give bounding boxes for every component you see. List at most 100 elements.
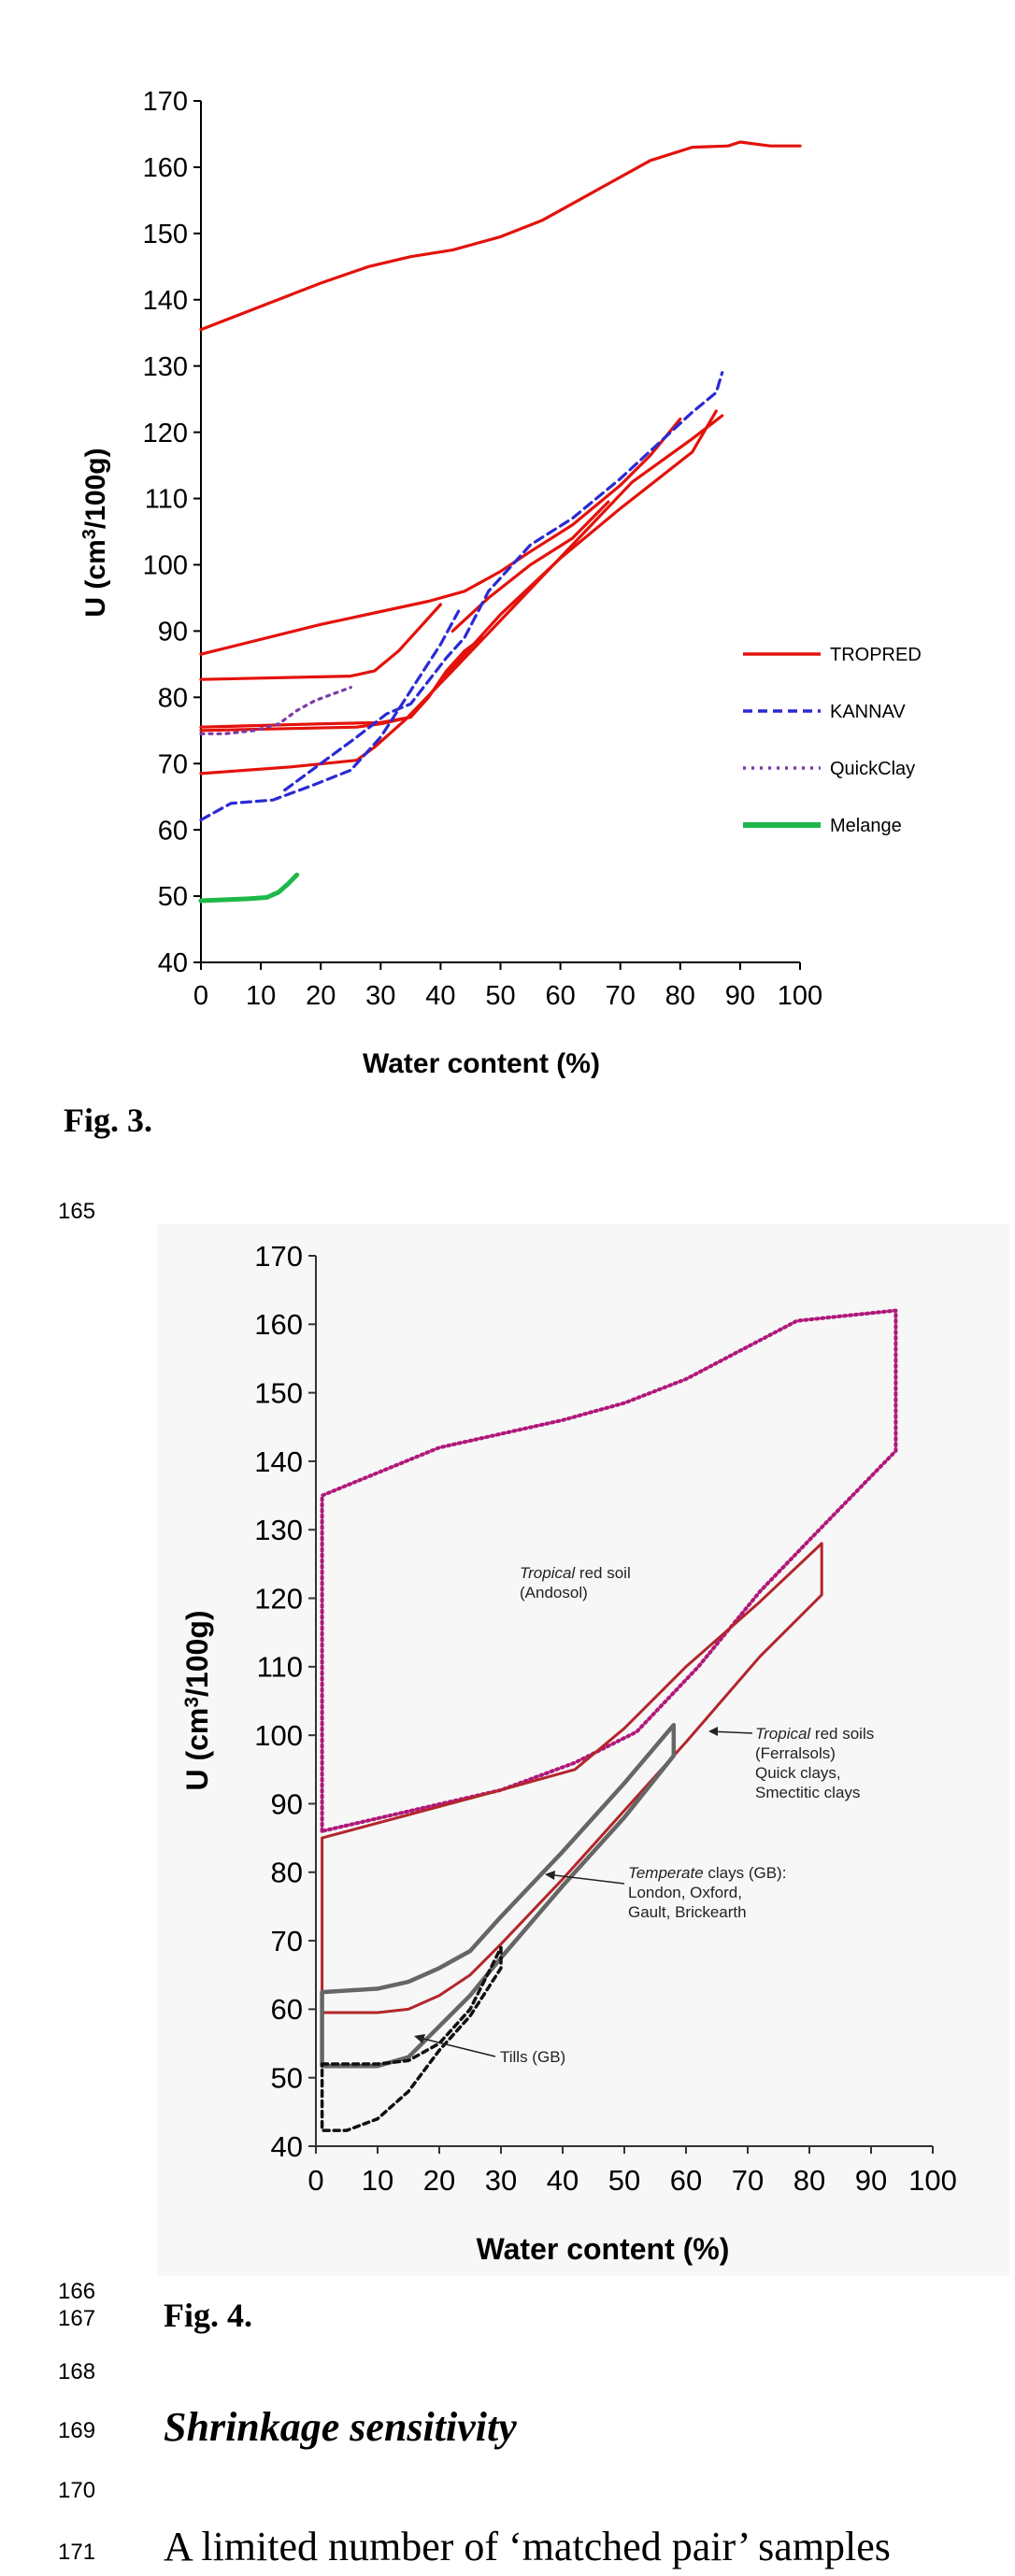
fig3-series-tropred-line [199, 417, 682, 656]
fig3-y-tick-label: 70 [158, 749, 188, 779]
fig3-x-tick-label: 50 [485, 981, 515, 1011]
fig4-y-tick-label: 170 [254, 1240, 303, 1273]
fig4-y-tick-label: 70 [271, 1925, 303, 1957]
line-number-171: 171 [58, 2540, 96, 2565]
fig3-axes: 40 50 60 70 80 90 100 110 120 130 140 150 160 170 0 10… [143, 87, 823, 1011]
fig3-legend-label-kannav: KANNAV [830, 702, 906, 722]
fig4-x-tick-label: 90 [855, 2164, 887, 2197]
fig3-legend-label-tropred: TROPRED [830, 645, 922, 665]
fig3-series-kannav-line [199, 609, 461, 822]
fig3-x-tick-label: 30 [365, 981, 395, 1011]
fig3-x-tick-label: 70 [606, 981, 636, 1011]
fig4-y-tick-label: 80 [271, 1857, 303, 1889]
fig4-axes: 40 50 60 70 80 90 100 110 120 130 140 150 160 170 0 10… [254, 1240, 957, 2197]
fig3-series-melange-line [198, 872, 300, 904]
line-number-170: 170 [58, 2478, 96, 2503]
fig3-legend: TROPRED KANNAV QuickClay Melange [743, 645, 922, 836]
fig3-series-kannav-line [283, 371, 724, 792]
fig4-annotation-tills: Tills (GB) [500, 2048, 565, 2066]
fig4-annotation-andosol: Tropical red soil (Andosol) [520, 1564, 635, 1601]
fig4-y-tick-label: 160 [254, 1308, 303, 1341]
fig3-y-axis-label: U (cm3/100g) [79, 448, 111, 617]
fig4-x-tick-label: 0 [307, 2164, 323, 2197]
fig4-arrow-temperate [546, 1873, 625, 1885]
fig3-series-tropred-line [199, 140, 802, 332]
fig3-series-quickclay-line [199, 686, 352, 735]
fig3-x-tick-label: 10 [246, 981, 276, 1011]
fig3-y-tick-label: 100 [143, 551, 188, 581]
fig4-x-tick-label: 30 [485, 2164, 517, 2197]
fig3-y-tick-label: 120 [143, 419, 188, 448]
section-heading: Shrinkage sensitivity [164, 2404, 517, 2450]
fig3-y-tick-label: 110 [145, 485, 188, 515]
fig3-x-tick-label: 80 [665, 981, 695, 1011]
fig3-caption: Fig. 3. [64, 1102, 152, 1139]
fig3-x-tick-label: 0 [193, 981, 208, 1011]
fig4-y-tick-label: 150 [254, 1376, 303, 1409]
fig3-y-tick-label: 60 [158, 816, 188, 846]
fig3-series-tropred-line [450, 500, 610, 633]
fig4-envelope-tropical-andosol [320, 1308, 898, 1833]
fig3-legend-label-melange: Melange [830, 816, 902, 836]
fig3-legend-label-quickclay: QuickClay [830, 759, 915, 779]
fig3-x-tick-label: 20 [306, 981, 336, 1011]
fig4-y-axis-label: U (cm3/100g) [180, 1610, 214, 1790]
fig4-caption: Fig. 4. [164, 2297, 252, 2334]
fig4-arrowhead-ferralsols [708, 1727, 718, 1736]
fig4-arrowhead-temperate [545, 1871, 555, 1880]
fig4-annotation-ferralsols: Tropical red soils (Ferralsols) Quick cl… [755, 1725, 879, 1801]
line-number-166: 166 [58, 2279, 96, 2304]
fig4-x-tick-label: 60 [670, 2164, 702, 2197]
fig3-series-tropred-line [199, 409, 718, 733]
figure-3-chart: 40 50 60 70 80 90 100 110 120 130 140 150 160 170 0 10… [79, 87, 922, 1079]
fig3-x-axis-label: Water content (%) [363, 1048, 600, 1079]
fig4-y-tick-label: 110 [257, 1651, 303, 1684]
fig4-y-tick-label: 120 [254, 1582, 303, 1615]
fig4-y-tick-label: 60 [271, 1993, 303, 2026]
body-text-line: A limited number of ‘matched pair’ sampl… [164, 2524, 891, 2569]
fig4-envelope-tills [320, 1945, 503, 2132]
figure-4-panel [157, 1224, 1009, 2276]
fig3-y-tick-label: 40 [158, 948, 188, 978]
fig3-y-tick-label: 130 [143, 352, 188, 382]
line-number-167: 167 [58, 2306, 96, 2331]
fig4-envelope-tropical-ferralsols [321, 1542, 823, 2014]
fig3-x-tick-label: 40 [425, 981, 455, 1011]
fig4-y-tick-label: 40 [271, 2130, 303, 2163]
fig3-y-tick-label: 80 [158, 683, 188, 713]
fig3-y-tick-label: 150 [143, 220, 188, 249]
fig4-y-tick-label: 100 [254, 1719, 303, 1752]
fig3-x-tick-label: 100 [778, 981, 822, 1011]
fig3-series-tropred-line [199, 414, 724, 776]
figure-4-chart: 40 50 60 70 80 90 100 110 120 130 140 150 160 170 0 10… [180, 1240, 957, 2266]
fig3-y-tick-label: 170 [143, 87, 188, 117]
fig4-y-tick-label: 140 [254, 1445, 303, 1478]
fig4-y-tick-label: 90 [271, 1787, 303, 1820]
fig3-y-tick-label: 90 [158, 618, 188, 648]
fig4-x-axis-label: Water content (%) [477, 2232, 730, 2266]
fig3-y-tick-label: 140 [143, 286, 188, 316]
fig3-series-tropred-line [199, 603, 442, 681]
line-number-168: 168 [58, 2359, 96, 2384]
fig3-y-tick-label: 160 [143, 153, 188, 183]
line-number-165: 165 [58, 1199, 96, 1224]
fig4-x-tick-label: 40 [547, 2164, 579, 2197]
fig4-y-tick-label: 50 [271, 2062, 303, 2095]
fig3-x-tick-label: 90 [725, 981, 755, 1011]
fig4-arrow-tills [415, 2036, 496, 2057]
fig3-y-tick-label: 50 [158, 882, 188, 912]
fig4-x-tick-label: 70 [732, 2164, 764, 2197]
line-number-169: 169 [58, 2418, 96, 2443]
fig4-x-tick-label: 50 [608, 2164, 640, 2197]
fig4-envelope-temperate-clays [320, 1722, 677, 2069]
fig4-x-tick-label: 80 [793, 2164, 825, 2197]
fig4-annotation-temperate: Temperate clays (GB): London, Oxford, Ga… [628, 1864, 791, 1921]
fig3-x-tick-label: 60 [545, 981, 575, 1011]
fig4-x-tick-label: 100 [908, 2164, 957, 2197]
fig4-arrowhead-tills [414, 2034, 425, 2043]
fig3-series-group [198, 140, 802, 904]
fig4-x-tick-label: 10 [362, 2164, 393, 2197]
fig4-y-tick-label: 130 [254, 1514, 303, 1546]
fig4-series-group [320, 1308, 898, 2132]
fig4-x-tick-label: 20 [423, 2164, 455, 2197]
